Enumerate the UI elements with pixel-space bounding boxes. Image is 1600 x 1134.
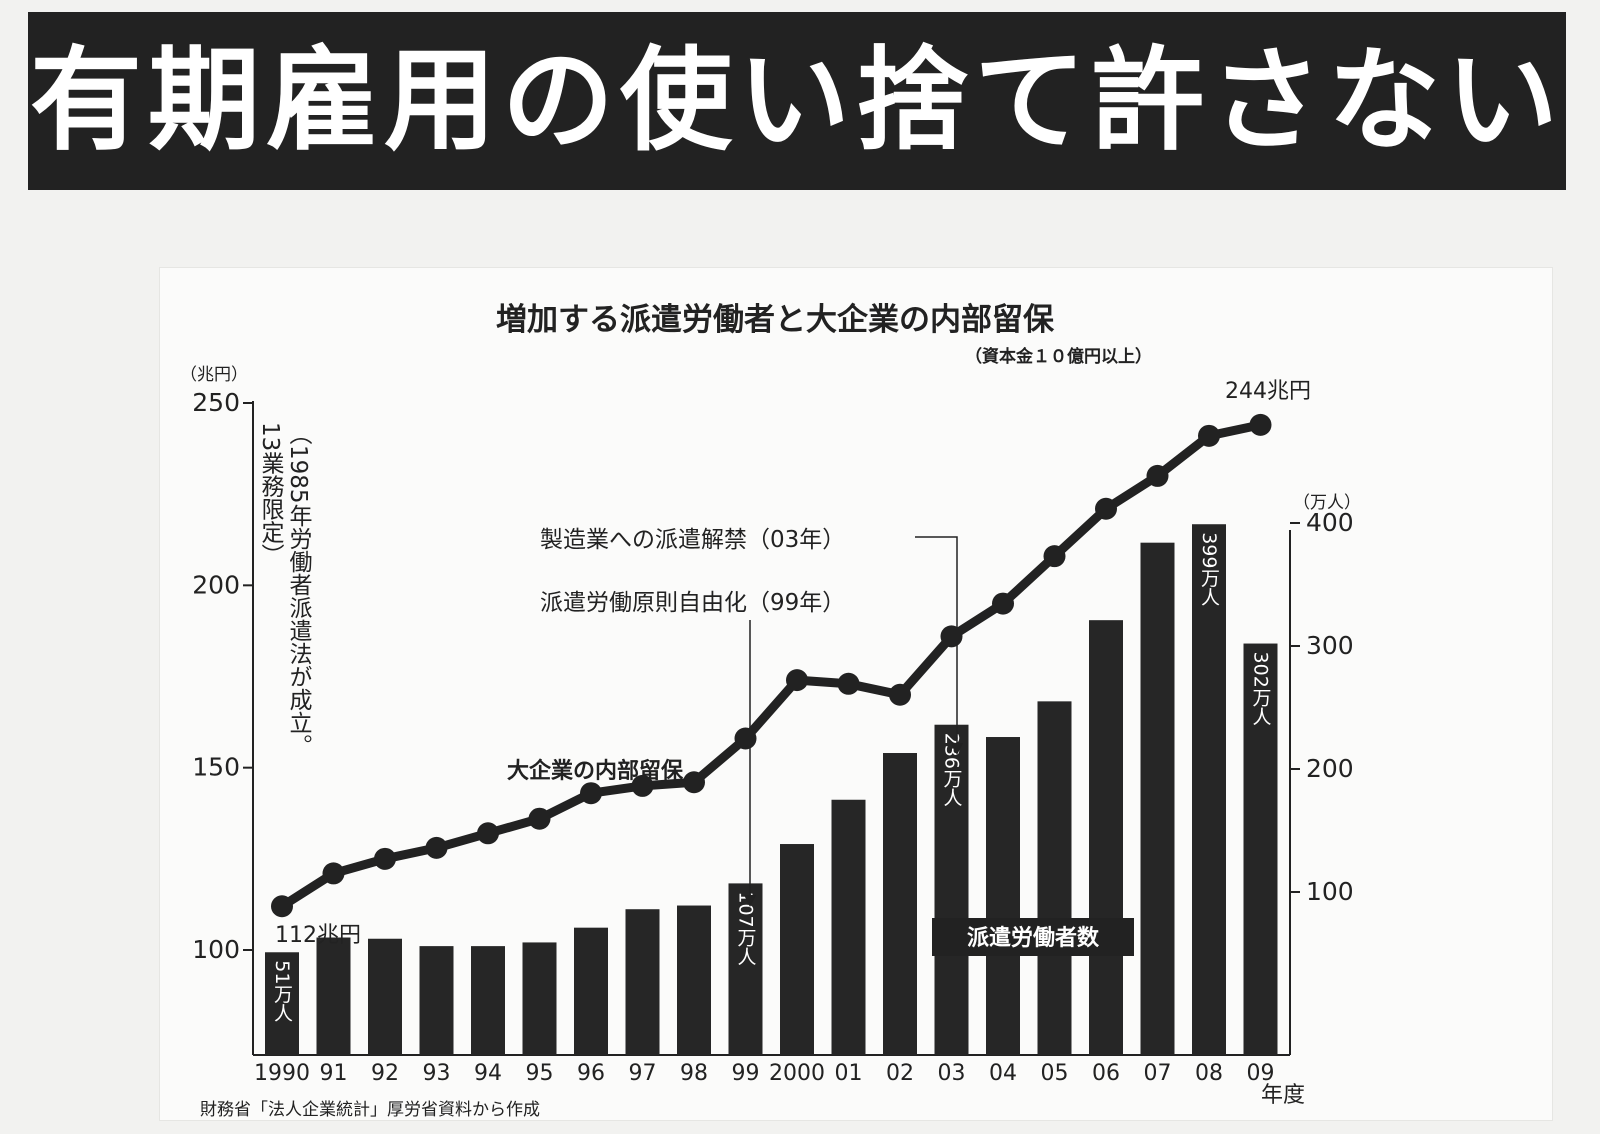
line-label-last: 244兆円: [1225, 379, 1311, 404]
bar-label-1990: 51万人: [271, 960, 293, 1022]
x-tick-label: 03: [938, 1061, 966, 1086]
x-tick-label: 07: [1144, 1061, 1172, 1086]
point-retained-earnings-1990: [271, 895, 293, 918]
x-tick-label: 01: [835, 1061, 863, 1086]
chart-title: 増加する派遣労働者と大企業の内部留保: [496, 302, 1055, 338]
point-retained-earnings-94: [477, 822, 499, 845]
point-retained-earnings-91: [322, 862, 345, 885]
x-tick-label: 2000: [769, 1061, 825, 1086]
point-retained-earnings-97: [631, 774, 654, 797]
point-retained-earnings-99: [734, 727, 757, 750]
bar-workers-02: [883, 753, 917, 1055]
x-tick-label: 95: [526, 1061, 554, 1086]
left-tick-label: 100: [192, 935, 240, 964]
bar-workers-06: [1089, 620, 1123, 1055]
chart-subtitle: （資本金１０億円以上）: [965, 346, 1152, 367]
arrowhead-liberalization: [744, 895, 756, 907]
line-label-first: 112兆円: [275, 923, 361, 948]
bar-workers-08: [1192, 524, 1226, 1055]
bar-workers-07: [1140, 542, 1175, 1055]
left-tick-label: 250: [192, 388, 240, 417]
arrow-manufacturing: [915, 536, 958, 745]
bar-label-08: 399万人: [1198, 532, 1220, 606]
right-axis-unit: （万人）: [1293, 493, 1361, 513]
x-tick-label: 92: [371, 1061, 399, 1086]
headline-text: 有期雇用の使い捨て許さない: [30, 36, 1564, 166]
x-tick-label: 04: [989, 1061, 1017, 1086]
bar-workers-04: [986, 737, 1020, 1055]
bar-workers-91: [316, 937, 351, 1055]
left-tick-label: 150: [192, 753, 240, 782]
x-tick-label: 1990: [254, 1061, 310, 1086]
bar-label-99: 107万人: [735, 891, 757, 965]
annotation-law-col2: 13業務限定）: [257, 422, 285, 566]
x-axis-suffix: 年度: [1261, 1083, 1305, 1108]
bar-workers-09: [1243, 643, 1278, 1055]
headline-banner: 有期雇用の使い捨て許さない: [28, 12, 1566, 190]
point-retained-earnings-04: [992, 592, 1014, 615]
right-tick-label: 100: [1306, 877, 1354, 906]
point-retained-earnings-03: [940, 625, 963, 648]
x-tick-label: 96: [577, 1061, 605, 1086]
series-label-retained-earnings: 大企業の内部留保: [507, 758, 684, 784]
chart-source: 財務省「法人企業統計」厚労省資料から作成: [200, 1100, 540, 1120]
right-tick-label: 200: [1306, 754, 1354, 783]
bar-workers-1990: [265, 952, 299, 1055]
bar-workers-01: [831, 799, 866, 1055]
x-tick-label: 09: [1247, 1061, 1275, 1086]
point-retained-earnings-01: [837, 672, 860, 695]
x-tick-label: 91: [320, 1061, 348, 1086]
annotation-liberalization: 派遣労働原則自由化（99年）: [540, 590, 845, 616]
point-retained-earnings-06: [1095, 497, 1117, 520]
x-tick-label: 02: [886, 1061, 914, 1086]
series-label-box: [932, 918, 1134, 956]
bar-workers-95: [522, 942, 557, 1055]
annotation-law-col1: （1985年労働者派遣法が成立。: [285, 422, 313, 757]
point-retained-earnings-92: [374, 847, 396, 870]
annotation-manufacturing: 製造業への派遣解禁（03年）: [540, 527, 845, 553]
bar-workers-96: [574, 927, 608, 1055]
point-retained-earnings-05: [1043, 545, 1066, 568]
bar-workers-93: [419, 946, 454, 1055]
x-tick-label: 98: [680, 1061, 708, 1086]
point-retained-earnings-96: [580, 782, 602, 805]
bar-workers-94: [471, 946, 505, 1055]
right-tick-label: 400: [1306, 508, 1354, 537]
bar-workers-05: [1037, 701, 1072, 1055]
x-tick-label: 08: [1195, 1061, 1223, 1086]
point-retained-earnings-07: [1146, 464, 1169, 487]
bar-workers-97: [625, 909, 660, 1055]
x-tick-label: 93: [423, 1061, 451, 1086]
x-tick-label: 97: [629, 1061, 657, 1086]
bar-workers-2000: [780, 844, 814, 1055]
point-retained-earnings-95: [528, 807, 551, 830]
left-tick-label: 200: [192, 570, 240, 599]
point-retained-earnings-02: [889, 683, 911, 706]
bar-workers-03: [934, 724, 969, 1055]
point-retained-earnings-2000: [786, 669, 808, 692]
right-tick-label: 300: [1306, 631, 1354, 660]
bar-workers-98: [677, 905, 711, 1055]
point-retained-earnings-98: [683, 771, 705, 794]
left-axis-unit: （兆円）: [180, 365, 248, 385]
bar-workers-99: [728, 883, 763, 1055]
point-retained-earnings-93: [425, 836, 448, 859]
point-retained-earnings-08: [1198, 424, 1220, 447]
arrowhead-manufacturing: [951, 743, 963, 755]
x-tick-label: 05: [1041, 1061, 1069, 1086]
x-tick-label: 99: [732, 1061, 760, 1086]
series-label-workers: 派遣労働者数: [967, 925, 1100, 951]
x-tick-label: 06: [1092, 1061, 1120, 1086]
bar-label-09: 302万人: [1250, 652, 1272, 726]
point-retained-earnings-09: [1249, 413, 1272, 436]
x-tick-label: 94: [474, 1061, 502, 1086]
bar-workers-92: [368, 938, 402, 1055]
